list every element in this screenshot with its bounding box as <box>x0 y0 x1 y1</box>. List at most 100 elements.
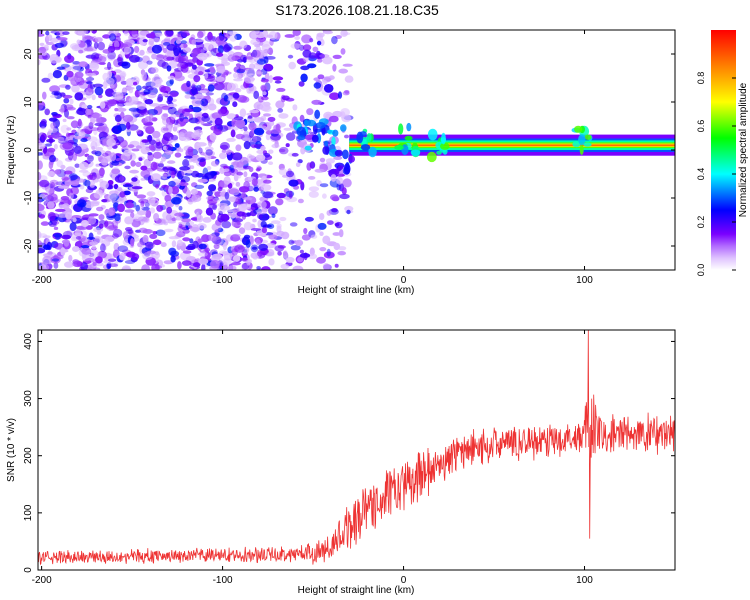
spectral-burst <box>368 146 377 158</box>
noise-blob <box>341 114 352 123</box>
spectral-burst <box>340 124 347 132</box>
noise-blob <box>245 239 251 248</box>
noise-blob <box>180 40 187 45</box>
noise-blob <box>70 43 80 50</box>
noise-blob <box>236 211 245 217</box>
noise-blob <box>191 170 200 178</box>
noise-blob <box>120 111 125 119</box>
noise-blob <box>119 50 125 59</box>
snr-panel: -200 -100 0 100 0 100 200 300 400 Height of stra… <box>6 329 676 596</box>
noise-blob <box>137 210 147 216</box>
noise-blob <box>123 149 132 157</box>
noise-blob <box>268 75 273 84</box>
noise-blob <box>148 103 160 107</box>
noise-blob <box>93 267 101 270</box>
noise-blob <box>166 80 174 87</box>
noise-blob <box>279 216 287 222</box>
noise-blob <box>93 191 103 199</box>
noise-blob <box>123 30 130 36</box>
noise-blob <box>162 47 168 54</box>
noise-blob <box>233 207 240 213</box>
noise-blob <box>129 169 140 174</box>
noise-blob <box>60 39 68 48</box>
noise-blob <box>278 113 289 119</box>
noise-blob <box>95 256 103 264</box>
noise-blob <box>57 136 65 143</box>
noise-blob <box>338 68 349 74</box>
noise-blob <box>258 243 268 251</box>
noise-blob <box>55 233 61 240</box>
spectrogram-xlabel: Height of straight line (km) <box>298 285 415 296</box>
noise-blob <box>292 265 304 270</box>
noise-blob <box>67 198 72 205</box>
noise-blob <box>128 87 134 94</box>
noise-blob <box>170 134 179 141</box>
noise-blob <box>98 223 104 229</box>
noise-blob <box>137 52 142 56</box>
noise-blob <box>149 139 157 145</box>
noise-blob <box>74 135 83 140</box>
noise-blob <box>276 87 286 92</box>
noise-blob <box>223 165 229 170</box>
noise-blob <box>238 227 246 235</box>
spectral-burst <box>440 142 450 150</box>
noise-blob <box>101 199 108 203</box>
noise-blob <box>326 210 332 216</box>
noise-blob <box>142 216 150 224</box>
noise-blob <box>249 109 260 114</box>
noise-blob <box>108 258 117 262</box>
noise-blob <box>62 31 70 35</box>
noise-blob <box>340 48 346 55</box>
noise-blob <box>95 36 101 42</box>
noise-blob <box>227 31 238 36</box>
snr-frame <box>37 329 676 571</box>
noise-blob <box>190 217 199 221</box>
noise-blob <box>200 98 209 107</box>
noise-blob <box>219 142 230 151</box>
noise-blob <box>38 160 43 169</box>
noise-blob <box>111 161 120 166</box>
noise-blob <box>136 194 147 199</box>
noise-blob <box>128 107 140 112</box>
spectral-burst <box>296 126 307 137</box>
colorbar-tick-label: 0.0 <box>696 264 706 277</box>
noise-blob <box>204 251 211 259</box>
noise-blob <box>210 259 220 269</box>
noise-blob <box>97 41 105 51</box>
noise-blob <box>239 40 248 49</box>
noise-blob <box>84 179 91 187</box>
noise-blob <box>179 251 191 261</box>
spectral-burst <box>327 129 333 134</box>
noise-blob <box>163 42 171 46</box>
noise-blob <box>166 206 173 214</box>
noise-blob <box>236 161 244 168</box>
noise-blob <box>230 129 236 138</box>
noise-blob <box>207 84 215 92</box>
noise-blob <box>113 242 120 252</box>
noise-blob <box>42 255 53 265</box>
noise-blob <box>127 144 135 149</box>
noise-blob <box>255 71 264 75</box>
noise-blob <box>51 258 60 262</box>
noise-blob <box>191 64 197 70</box>
noise-blob <box>95 173 101 180</box>
noise-blob <box>157 93 164 102</box>
noise-blob <box>114 35 121 45</box>
noise-blob <box>227 97 236 102</box>
noise-blob <box>87 104 93 110</box>
noise-blob <box>216 65 226 74</box>
noise-blob <box>269 38 274 46</box>
noise-blob <box>208 203 218 210</box>
colorbar-tick-label: 0.6 <box>696 120 706 133</box>
noise-blob <box>229 33 237 42</box>
noise-blob <box>333 242 341 251</box>
noise-blob <box>61 176 70 181</box>
noise-blob <box>205 92 214 96</box>
noise-blob <box>267 116 276 122</box>
noise-blob <box>84 257 96 263</box>
noise-blob <box>66 127 72 131</box>
noise-blob <box>291 152 299 157</box>
noise-blob <box>200 151 205 156</box>
noise-blob <box>334 263 339 268</box>
